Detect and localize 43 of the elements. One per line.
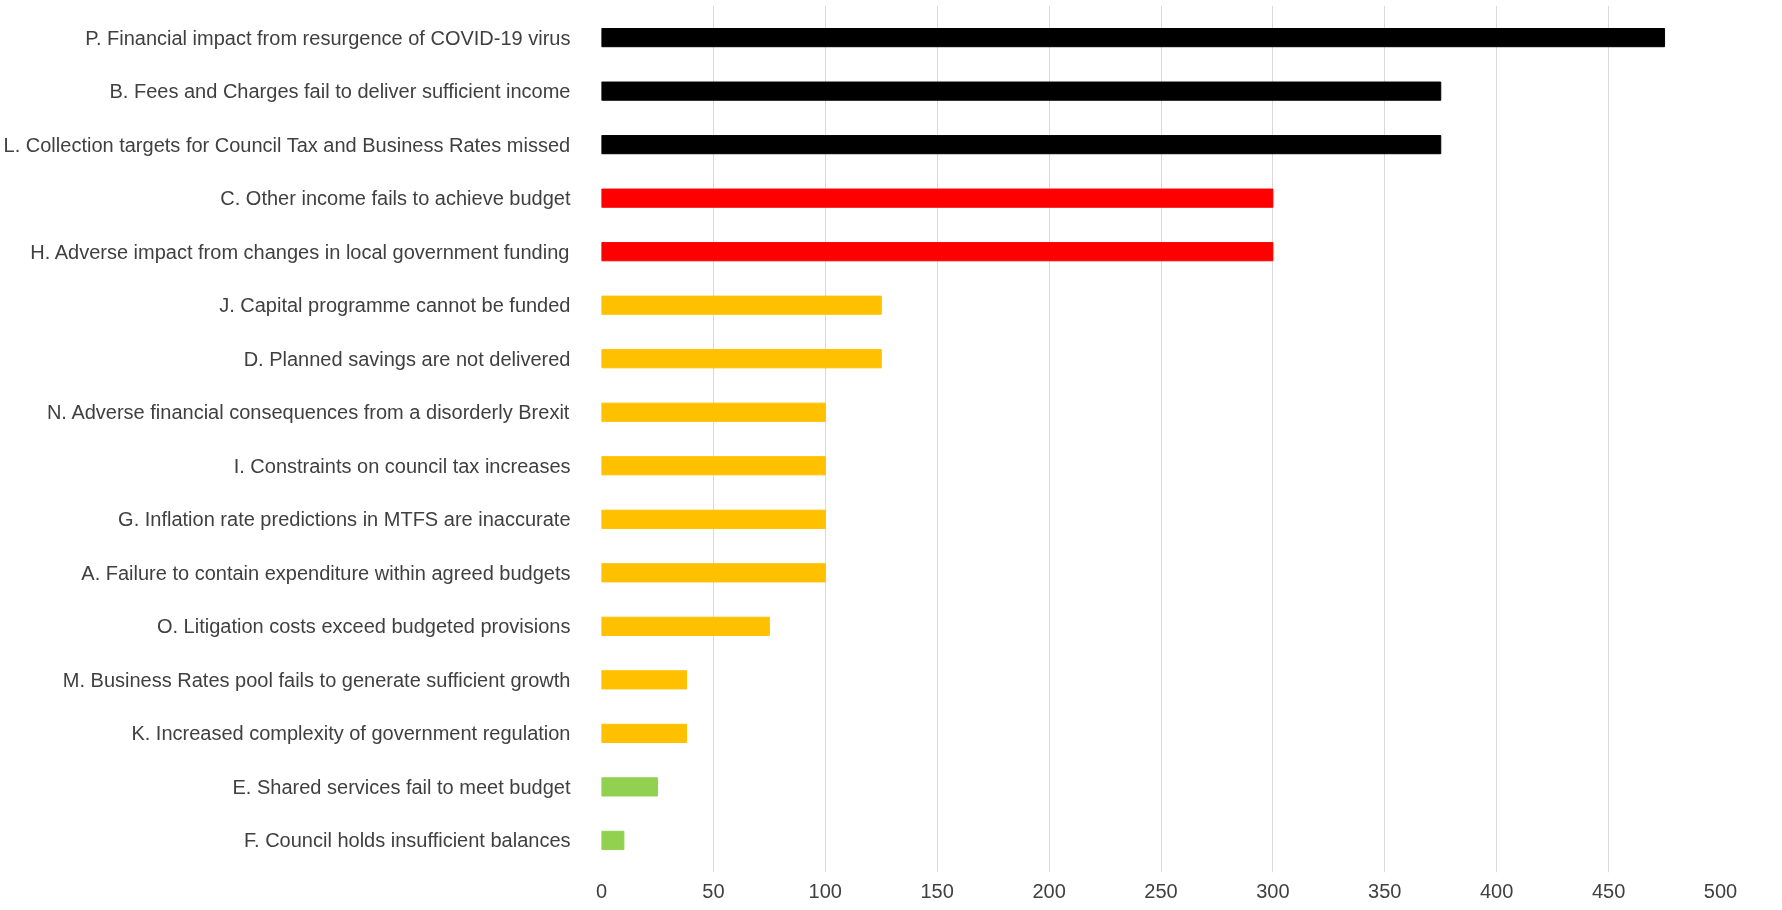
- bar: [601, 509, 826, 529]
- bar: [601, 830, 625, 850]
- bar: [601, 563, 826, 583]
- y-tick-label: C. Other income fails to achieve budget: [220, 187, 571, 210]
- bar: [601, 242, 1274, 262]
- y-tick-label: L. Collection targets for Council Tax and Business Rates missed: [3, 133, 571, 156]
- bar: [601, 670, 688, 690]
- x-tick-label: 200: [1032, 879, 1066, 902]
- y-tick-label: B. Fees and Charges fail to deliver sufficient income: [109, 80, 571, 103]
- y-tick-label: J. Capital programme cannot be funded: [219, 294, 571, 317]
- y-tick-label: M. Business Rates pool fails to generate sufficient growth: [62, 668, 571, 691]
- y-tick-label: E. Shared services fail to meet budget: [232, 775, 571, 798]
- y-tick-label: K. Increased complexity of government regulation: [131, 722, 571, 745]
- bar: [601, 402, 826, 422]
- bar: [601, 188, 1274, 208]
- bar: [601, 616, 770, 636]
- x-tick-label: 350: [1368, 879, 1402, 902]
- y-tick-label: P. Financial impact from resurgence of COVID-19 virus: [85, 26, 571, 49]
- bar: [601, 456, 826, 476]
- y-tick-label: O. Litigation costs exceed budgeted provisions: [156, 615, 571, 638]
- x-tick-label: 450: [1591, 879, 1626, 902]
- y-tick-label: I. Constraints on council tax increases: [233, 454, 571, 477]
- y-tick-label: A. Failure to contain expenditure within agreed budgets: [81, 561, 571, 584]
- bar: [601, 28, 1666, 48]
- x-tick-label: 150: [920, 879, 954, 902]
- x-tick-label: 300: [1256, 879, 1290, 902]
- x-tick-label: 100: [808, 879, 842, 902]
- x-tick-label: 400: [1480, 879, 1514, 902]
- y-tick-label: N. Adverse financial consequences from a disorderly Brexit: [46, 401, 570, 424]
- bar: [601, 777, 658, 797]
- y-tick-label: H. Adverse impact from changes in local government funding: [30, 240, 570, 263]
- y-tick-label: G. Inflation rate predictions in MTFS are inaccurate: [118, 508, 571, 531]
- bar: [601, 723, 688, 743]
- bar: [601, 81, 1442, 101]
- bar: [601, 295, 882, 315]
- bar: [601, 135, 1442, 155]
- x-tick-label: 250: [1144, 879, 1178, 902]
- y-tick-label: D. Planned savings are not delivered: [243, 347, 571, 370]
- y-tick-label: F. Council holds insufficient balances: [244, 829, 571, 852]
- x-tick-label: 50: [702, 879, 725, 902]
- x-tick-label: 0: [595, 879, 608, 902]
- bar: [601, 349, 882, 369]
- x-tick-label: 500: [1703, 879, 1738, 902]
